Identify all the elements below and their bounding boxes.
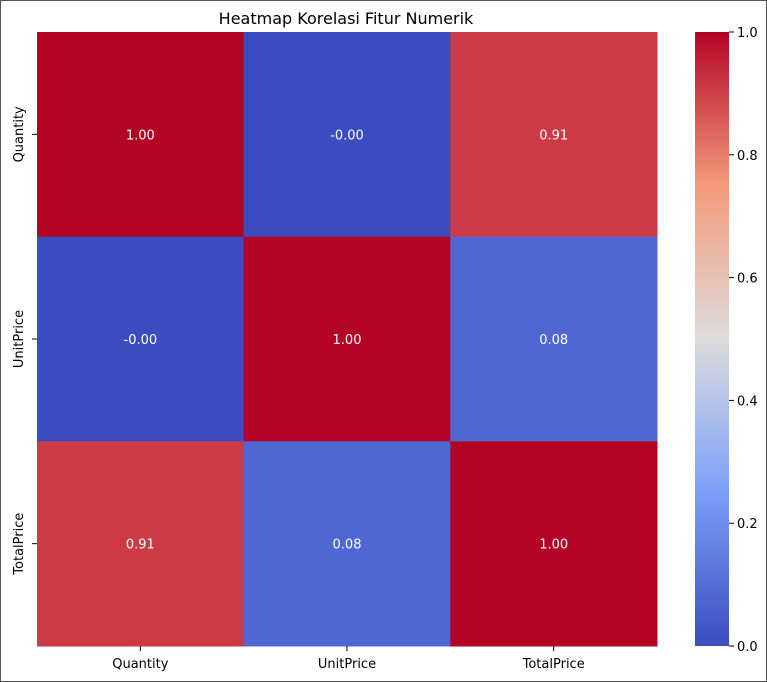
heatmap-cell xyxy=(37,441,245,647)
colorbar-ticks: 0.0 0.2 0.4 0.6 0.8 1.0 xyxy=(729,26,758,655)
heatmap-cell xyxy=(243,32,451,238)
chart-title: Heatmap Korelasi Fitur Numerik xyxy=(219,9,474,28)
heatmap-cell xyxy=(450,32,658,238)
heatmap-cell xyxy=(450,236,658,442)
y-tick-label: TotalPrice xyxy=(12,513,27,576)
x-tick-label: Quantity xyxy=(112,657,168,672)
colorbar-tick-label: 0.0 xyxy=(737,640,758,655)
heatmap-cell xyxy=(243,236,451,442)
cell-annotation: -0.00 xyxy=(124,333,158,348)
cell-annotation: 1.00 xyxy=(126,128,155,143)
heatmap-annotations: 1.00 -0.00 0.91 -0.00 1.00 0.08 0.91 0.08 1.00 xyxy=(124,128,569,552)
heatmap-cell xyxy=(37,32,245,238)
x-tick-label: TotalPrice xyxy=(522,657,585,672)
colorbar-tick-label: 1.0 xyxy=(737,26,758,41)
cell-annotation: 1.00 xyxy=(539,538,568,553)
x-axis: Quantity UnitPrice TotalPrice xyxy=(112,646,585,672)
cell-annotation: -0.00 xyxy=(330,128,364,143)
cell-annotation: 0.91 xyxy=(126,538,155,553)
heatmap-cell xyxy=(37,236,245,442)
colorbar xyxy=(695,32,729,646)
cell-annotation: 0.08 xyxy=(333,538,362,553)
colorbar-tick-label: 0.8 xyxy=(737,149,758,164)
heatmap-cell xyxy=(243,441,451,647)
cell-annotation: 0.08 xyxy=(539,333,568,348)
colorbar-tick-label: 0.6 xyxy=(737,272,758,287)
heatmap-cell xyxy=(450,441,658,647)
cell-annotation: 0.91 xyxy=(539,128,568,143)
y-axis: Quantity UnitPrice TotalPrice xyxy=(12,106,37,576)
heatmap-cells xyxy=(37,32,658,647)
cell-annotation: 1.00 xyxy=(333,333,362,348)
colorbar-tick-label: 0.2 xyxy=(737,517,758,532)
colorbar-tick-label: 0.4 xyxy=(737,394,758,409)
y-tick-label: Quantity xyxy=(12,106,27,162)
x-tick-label: UnitPrice xyxy=(318,657,376,672)
y-tick-label: UnitPrice xyxy=(12,310,27,368)
